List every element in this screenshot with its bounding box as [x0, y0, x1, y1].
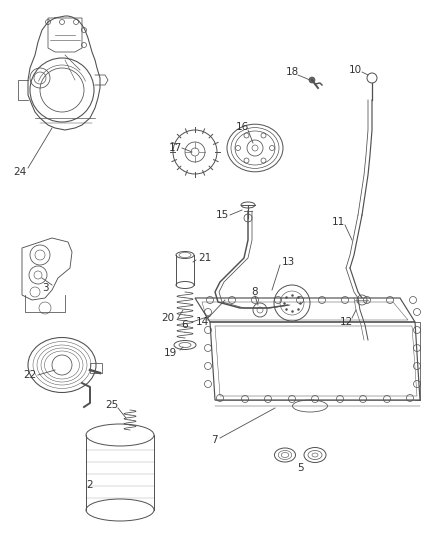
Text: 6: 6: [182, 320, 188, 330]
Text: 25: 25: [106, 400, 119, 410]
Text: 17: 17: [168, 143, 182, 153]
Text: 22: 22: [23, 370, 37, 380]
Text: 20: 20: [162, 313, 175, 323]
Text: 5: 5: [297, 463, 303, 473]
Text: 2: 2: [87, 480, 93, 490]
Text: 12: 12: [339, 317, 353, 327]
Text: 10: 10: [349, 65, 361, 75]
Text: 15: 15: [215, 210, 229, 220]
Text: 19: 19: [163, 348, 177, 358]
Text: 16: 16: [235, 122, 249, 132]
Circle shape: [309, 77, 315, 83]
Text: 13: 13: [281, 257, 295, 267]
Text: 14: 14: [195, 317, 208, 327]
Text: 3: 3: [42, 283, 48, 293]
Bar: [90, 363, 102, 373]
Text: 8: 8: [252, 287, 258, 297]
Text: 7: 7: [211, 435, 217, 445]
Text: 24: 24: [14, 167, 27, 177]
Text: 18: 18: [286, 67, 299, 77]
Text: 11: 11: [332, 217, 345, 227]
Text: 21: 21: [198, 253, 212, 263]
